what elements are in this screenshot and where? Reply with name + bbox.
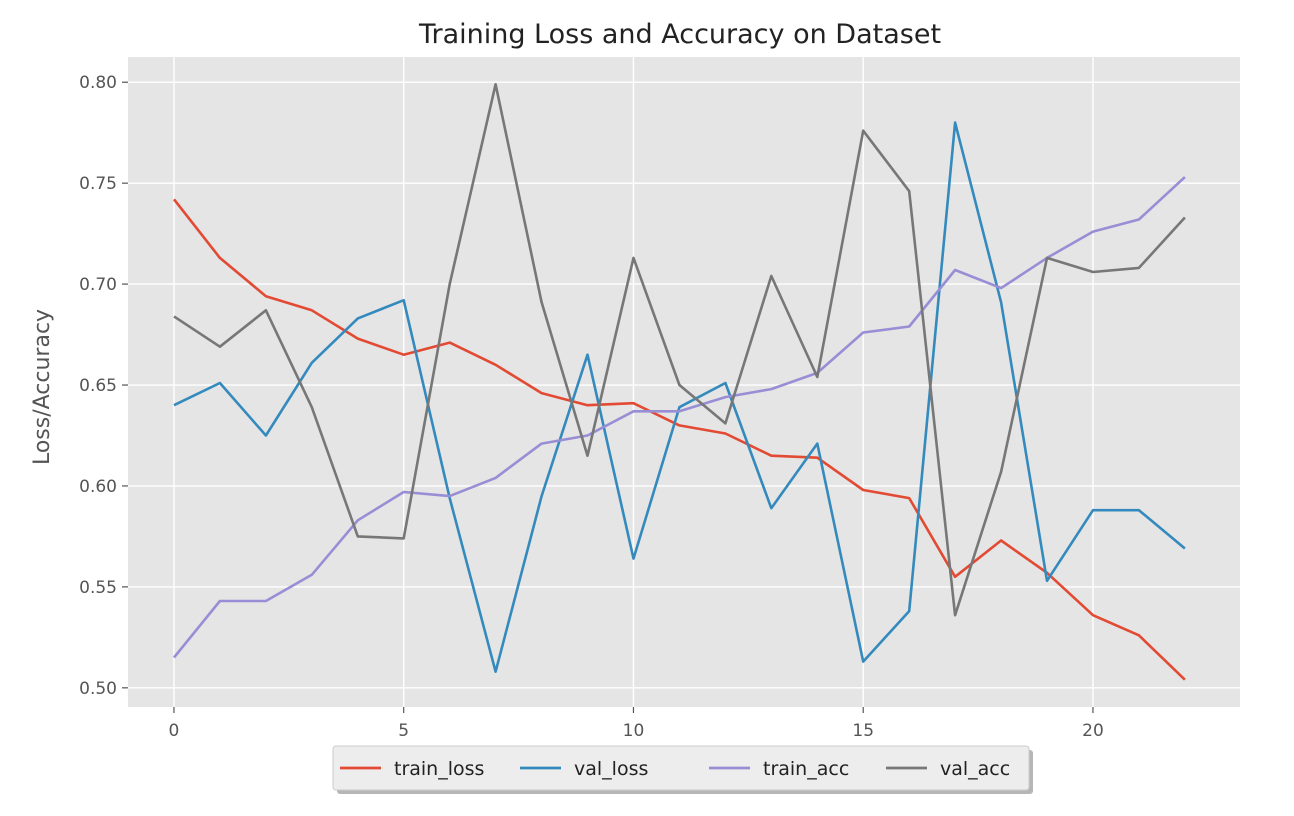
series-lines — [172, 83, 1186, 681]
x-tick-label: 5 — [398, 721, 409, 741]
x-tick-label: 10 — [623, 721, 645, 741]
y-axis-label: Loss/Accuracy — [30, 309, 55, 465]
legend-label-train-loss: train_loss — [394, 758, 484, 780]
series-line-train-acc — [172, 176, 1186, 659]
y-tick-label: 0.65 — [79, 376, 117, 396]
y-tick-label: 0.60 — [79, 477, 117, 497]
series-line-train-loss — [172, 198, 1186, 681]
y-tick-label: 0.50 — [79, 679, 117, 699]
x-tick-label: 15 — [852, 721, 874, 741]
legend-label-val-acc: val_acc — [940, 758, 1010, 780]
legend-label-train-acc: train_acc — [763, 758, 849, 780]
y-tick-label: 0.55 — [79, 578, 117, 598]
series-line-val-acc — [173, 83, 1186, 617]
plot-area — [128, 57, 1240, 707]
y-tick-label: 0.75 — [79, 174, 117, 194]
y-axis-ticks: 0.50 0.55 0.60 0.65 0.70 0.75 0.80 — [79, 73, 128, 699]
x-tick-label: 0 — [169, 721, 180, 741]
grid-lines — [128, 57, 1240, 707]
legend-label-val-loss: val_loss — [574, 758, 648, 780]
legend-items: train_loss val_loss train_acc val_acc — [340, 758, 1010, 780]
y-tick-label: 0.80 — [79, 73, 117, 93]
legend: train_loss val_loss train_acc val_acc — [332, 745, 1033, 794]
x-tick-label: 20 — [1082, 721, 1104, 741]
x-axis-ticks: 0 5 10 15 20 — [169, 707, 1104, 741]
legend-box — [332, 745, 1030, 791]
chart-title: Training Loss and Accuracy on Dataset — [418, 19, 941, 50]
y-tick-label: 0.70 — [79, 275, 117, 295]
